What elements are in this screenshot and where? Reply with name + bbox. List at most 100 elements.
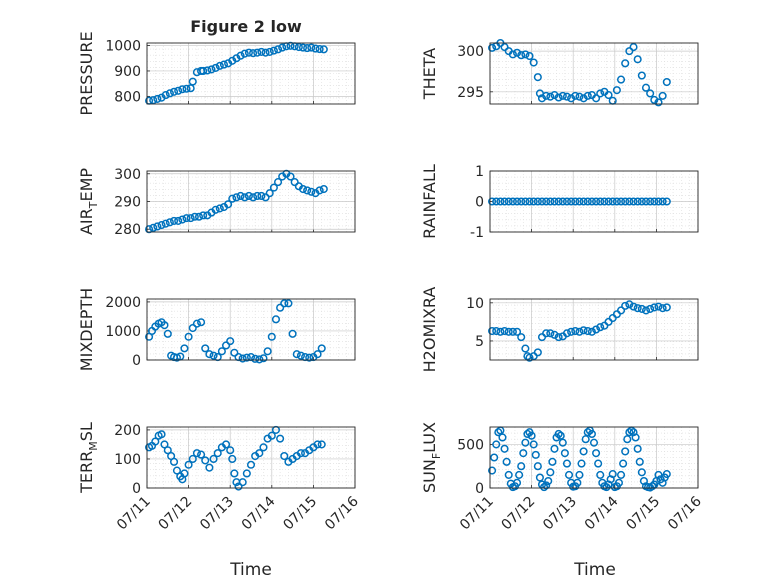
data-point <box>646 197 655 206</box>
data-point <box>197 450 206 459</box>
data-point <box>662 470 671 479</box>
data-point <box>238 354 247 363</box>
data-point <box>589 438 599 447</box>
data-point <box>654 302 663 311</box>
plot-area <box>147 43 355 104</box>
data-point <box>521 50 530 59</box>
data-point <box>619 459 628 468</box>
data-point <box>192 319 201 328</box>
data-point <box>217 347 226 356</box>
data-point <box>546 468 555 477</box>
data-point <box>529 440 538 449</box>
data-point <box>650 197 659 206</box>
data-point <box>265 189 274 198</box>
data-point <box>267 332 276 341</box>
data-point <box>560 449 569 458</box>
data-point <box>221 440 231 449</box>
data-point <box>313 350 322 359</box>
data-point <box>546 197 555 206</box>
data-point <box>558 438 567 447</box>
data-point <box>577 459 586 468</box>
data-point <box>186 214 195 223</box>
data-point <box>500 326 509 336</box>
data-point <box>596 197 605 206</box>
data-point <box>525 197 534 206</box>
y-tick-label: 295 <box>457 85 484 101</box>
data-point <box>271 315 281 324</box>
y-axis-label: MIXDEPTH <box>77 288 96 371</box>
data-point <box>307 43 316 52</box>
data-point <box>209 351 218 360</box>
data-point <box>174 216 183 225</box>
data-point <box>255 449 264 458</box>
data-point <box>612 86 621 95</box>
data-point <box>242 353 251 362</box>
data-point <box>253 48 262 57</box>
data-point <box>575 327 584 336</box>
data-point <box>631 433 640 442</box>
data-point <box>149 223 158 232</box>
data-point <box>579 94 588 103</box>
data-point <box>571 197 580 206</box>
y-tick-label: 0 <box>132 353 141 369</box>
data-point <box>502 457 511 466</box>
data-point <box>188 77 197 86</box>
data-point <box>550 197 559 206</box>
data-point <box>571 326 580 336</box>
data-point <box>596 470 605 479</box>
data-point <box>244 191 253 201</box>
data-point <box>537 197 547 206</box>
data-point <box>558 91 567 100</box>
data-point <box>317 440 326 449</box>
data-point <box>157 221 166 230</box>
data-point <box>592 94 601 103</box>
data-point <box>290 178 299 187</box>
data-point <box>246 460 256 469</box>
data-point <box>500 43 509 52</box>
data-point <box>633 55 642 64</box>
y-tick-label: 800 <box>114 89 141 105</box>
data-point <box>169 87 179 96</box>
data-point <box>583 197 592 206</box>
data-point <box>488 197 497 206</box>
data-point <box>650 303 659 312</box>
data-point <box>542 91 551 100</box>
data-point <box>579 326 588 335</box>
x-axis-label-left: Time <box>229 560 272 580</box>
data-point <box>313 440 322 449</box>
data-point <box>284 299 293 308</box>
y-tick-label: 200 <box>114 423 141 439</box>
data-point <box>608 470 617 479</box>
y-axis-label: SUNFLUX <box>420 422 443 493</box>
subplot-3: 280 290 300 AIRTEMP <box>77 167 356 238</box>
data-point <box>160 321 169 330</box>
data-point <box>319 45 328 54</box>
axes-box <box>146 170 356 233</box>
data-point <box>662 197 671 206</box>
data-point <box>548 457 557 466</box>
data-point <box>525 353 534 362</box>
data-point <box>192 449 201 458</box>
x-axis-label-right: Time <box>573 560 616 580</box>
data-point <box>625 197 634 206</box>
y-axis-label-main: AIR <box>77 208 96 235</box>
data-point <box>554 197 563 206</box>
data-point <box>515 470 524 479</box>
data-point <box>616 470 626 479</box>
y-axis-label-main: MIXDEPTH <box>77 288 96 371</box>
data-point <box>571 91 580 100</box>
data-point <box>180 344 189 353</box>
data-point <box>521 197 530 206</box>
data-point <box>575 197 584 206</box>
data-point <box>315 186 324 195</box>
data-point <box>286 172 295 181</box>
data-point <box>221 341 231 350</box>
data-point <box>249 49 258 58</box>
y-axis-label-subscript: T <box>87 201 100 209</box>
data-point <box>194 212 204 221</box>
data-point <box>263 347 272 356</box>
data-point <box>635 457 644 466</box>
data-point <box>273 178 283 187</box>
data-point <box>215 204 224 213</box>
